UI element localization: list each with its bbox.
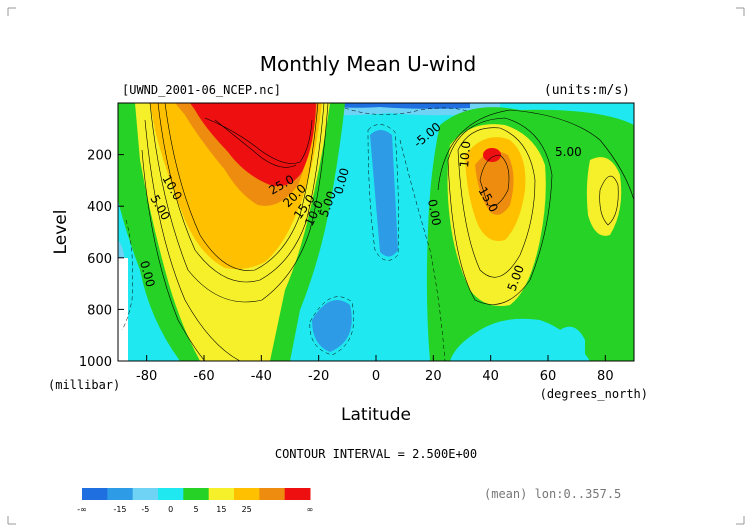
colorbar-swatch <box>183 488 210 500</box>
crop-marks <box>7 7 745 525</box>
colorbar-label: ∞ <box>307 505 314 514</box>
x-tick-label: 60 <box>540 369 557 384</box>
x-tick-label: 40 <box>482 369 499 384</box>
x-axis-units: (degrees_north) <box>540 387 648 401</box>
y-tick-label: 400 <box>87 200 112 215</box>
units-label: (units:m/s) <box>544 83 630 98</box>
field-lower-pocket <box>312 300 352 352</box>
colorbar-swatch <box>284 488 311 500</box>
x-tick-label: 20 <box>425 369 442 384</box>
colorbar-label: -∞ <box>77 505 87 514</box>
colorbar-label: -5 <box>141 505 149 514</box>
x-tick-label: -80 <box>136 369 157 384</box>
chart-title: Monthly Mean U-wind <box>260 52 476 76</box>
colorbar-swatch <box>82 488 108 500</box>
colorbar-swatch <box>132 488 159 500</box>
field-equatorial-column <box>370 130 398 257</box>
x-tick-label: 80 <box>597 369 614 384</box>
x-axis: -80 -60 -40 -20 0 20 40 60 80 <box>136 355 614 384</box>
y-axis: 200 400 600 800 1000 <box>79 149 124 370</box>
colorbar-swatch <box>158 488 184 500</box>
x-tick-label: 0 <box>372 369 380 384</box>
footer-note: (mean) lon:0..357.5 <box>484 487 621 501</box>
colorbar-swatch <box>208 488 235 500</box>
colorbar-label: 0 <box>168 505 173 514</box>
negative-contours <box>121 107 471 361</box>
y-axis-title: Level <box>51 210 71 255</box>
contour-label: 0.00 <box>137 259 157 288</box>
field-upper-easterly-core <box>330 103 470 109</box>
x-tick-label: -20 <box>308 369 329 384</box>
colorbar-label: -15 <box>113 505 126 514</box>
field-northern-dark-orange <box>475 151 514 215</box>
contour-label: 10.0 <box>457 140 473 168</box>
contour-interval-text: CONTOUR INTERVAL = 2.500E+00 <box>275 447 477 461</box>
x-tick-label: -40 <box>251 369 272 384</box>
x-tick-label: -60 <box>193 369 214 384</box>
colorbar-swatch <box>107 488 134 500</box>
contour-label: 0.00 <box>331 166 351 195</box>
contour-field: 10.0 5.00 0.00 25.0 20.0 15.0 10.0 5.00 … <box>118 103 634 361</box>
colorbar-swatch <box>259 488 286 500</box>
y-axis-units: (millibar) <box>48 378 120 392</box>
field-northern-jet-core <box>483 148 501 162</box>
colorbar: -∞ -15 -5 0 5 15 25 ∞ <box>77 488 313 514</box>
x-axis-title: Latitude <box>341 405 411 425</box>
colorbar-swatch <box>234 488 260 500</box>
y-tick-label: 600 <box>87 252 112 267</box>
y-tick-label: 800 <box>87 303 112 318</box>
contour-label: 5.00 <box>555 145 582 159</box>
colorbar-label: 5 <box>193 505 198 514</box>
source-label: [UWND_2001-06_NCEP.nc] <box>122 83 281 97</box>
y-tick-label: 200 <box>87 149 112 164</box>
contour-label: 0.00 <box>425 198 443 227</box>
colorbar-label: 25 <box>242 505 252 514</box>
colorbar-label: 15 <box>216 505 226 514</box>
field-north-low-patch <box>560 326 585 361</box>
y-tick-label: 1000 <box>79 355 112 370</box>
contour-lines <box>141 103 634 361</box>
